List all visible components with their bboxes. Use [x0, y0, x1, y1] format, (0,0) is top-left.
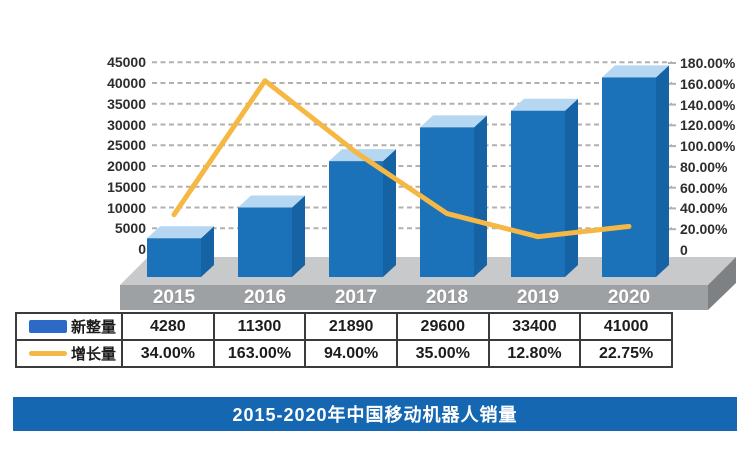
table-row: 增长量 34.00% 163.00% 94.00% 35.00% 12.80% 22.75%: [15, 339, 673, 368]
platform-front-face: [120, 285, 708, 310]
y-axis-tick-label: 40000: [107, 75, 146, 91]
y-axis-tick-label: 35000: [107, 95, 146, 112]
bar-front-face: [602, 77, 656, 277]
bar-2020: [602, 65, 669, 277]
percent-axis-tick-label: 120.00%: [680, 117, 736, 134]
percent-axis-tick-label: 140.00%: [680, 96, 736, 113]
bar-side-face: [383, 149, 396, 277]
bar-front-face: [511, 110, 565, 277]
table-value-cell: 163.00%: [212, 339, 307, 368]
bar-2016: [238, 195, 305, 277]
percent-axis-tick-label: 80.00%: [680, 158, 728, 175]
y-axis-tick-label: 15000: [107, 178, 146, 195]
legend-label: 增长量: [70, 346, 116, 363]
year-label: 2015: [152, 287, 196, 308]
percent-axis-tick-label: 20.00%: [680, 221, 728, 238]
year-label: 2016: [243, 287, 287, 308]
percent-axis-tick-label: 0: [680, 242, 688, 258]
y-axis-tick-label: 20000: [107, 158, 146, 174]
table-value-cell: 4280: [121, 312, 215, 341]
bar-side-face: [201, 226, 214, 277]
y-axis-tick-label: 5000: [114, 220, 146, 237]
year-label: 2018: [425, 287, 469, 308]
legend-cell: 增长量: [15, 339, 123, 368]
year-label: 2019: [516, 287, 560, 308]
percent-axis-tick-label: 180.00%: [680, 55, 736, 71]
bar-front-face: [329, 161, 383, 277]
percent-axis-tick-label: 100.00%: [680, 138, 736, 155]
y-axis-tick-label: 10000: [107, 199, 146, 216]
bar-top-face: [420, 115, 487, 128]
bar-front-face: [238, 207, 292, 277]
table-value-cell: 29600: [395, 312, 490, 341]
bar-side-face: [474, 115, 487, 278]
chart-title-banner: 2015-2020年中国移动机器人销量: [13, 397, 737, 431]
bar-side-face: [656, 65, 669, 277]
y-axis-tick-label: 45000: [107, 54, 146, 71]
table-value-cell: 35.00%: [395, 339, 490, 368]
bar-top-face: [602, 65, 669, 78]
table-value-cell: 34.00%: [121, 339, 215, 368]
table-value-cell: 11300: [212, 312, 307, 341]
bar-2017: [329, 149, 396, 277]
bar-2015: [147, 226, 214, 277]
legend-entry: 新整量: [17, 316, 121, 337]
year-label: 2017: [334, 287, 378, 308]
growth-line: [171, 78, 632, 240]
table-value-cell: 41000: [579, 312, 673, 341]
platform-side-face: [708, 257, 736, 310]
table-value-cell: 21890: [304, 312, 398, 341]
gridlines: [152, 61, 676, 231]
bar-2019: [511, 98, 578, 277]
bar-series-swatch-icon: [28, 320, 67, 333]
percent-axis-tick-label: 40.00%: [680, 200, 728, 217]
growth-line-series: [171, 78, 632, 240]
legend-entry: 增长量: [17, 343, 121, 364]
legend-label: 新整量: [70, 319, 116, 336]
table-value-cell: 33400: [487, 312, 582, 341]
bar-top-face: [147, 226, 214, 239]
percent-axis-tick-label: 60.00%: [680, 179, 728, 196]
y-axis-tick-label: 0: [138, 241, 146, 257]
y-axis-tick-label: 25000: [107, 137, 146, 154]
bar-top-face: [511, 98, 578, 111]
bar-side-face: [565, 98, 578, 277]
line-series-swatch-icon: [28, 351, 67, 356]
bar-front-face: [147, 238, 201, 277]
data-table-grid: 新整量 4280 11300 21890 29600 33400 41000 增长量 34.00…: [15, 312, 673, 368]
bar-2018: [420, 115, 487, 278]
year-label: 2020: [607, 287, 651, 308]
bar-top-face: [238, 195, 305, 208]
y-axis-tick-label: 30000: [107, 116, 146, 133]
table-value-cell: 22.75%: [579, 339, 673, 368]
table-row: 新整量 4280 11300 21890 29600 33400 41000: [15, 312, 673, 341]
bars-series: [147, 65, 669, 278]
percent-axis-tick-label: 160.00%: [680, 75, 736, 92]
table-value-cell: 12.80%: [487, 339, 582, 368]
chart-title: 2015-2020年中国移动机器人销量: [232, 405, 518, 425]
bar-side-face: [292, 195, 305, 277]
legend-cell: 新整量: [15, 312, 123, 341]
table-value-cell: 94.00%: [304, 339, 398, 368]
data-table: 新整量 4280 11300 21890 29600 33400 41000 增长量 34.00…: [15, 312, 673, 368]
